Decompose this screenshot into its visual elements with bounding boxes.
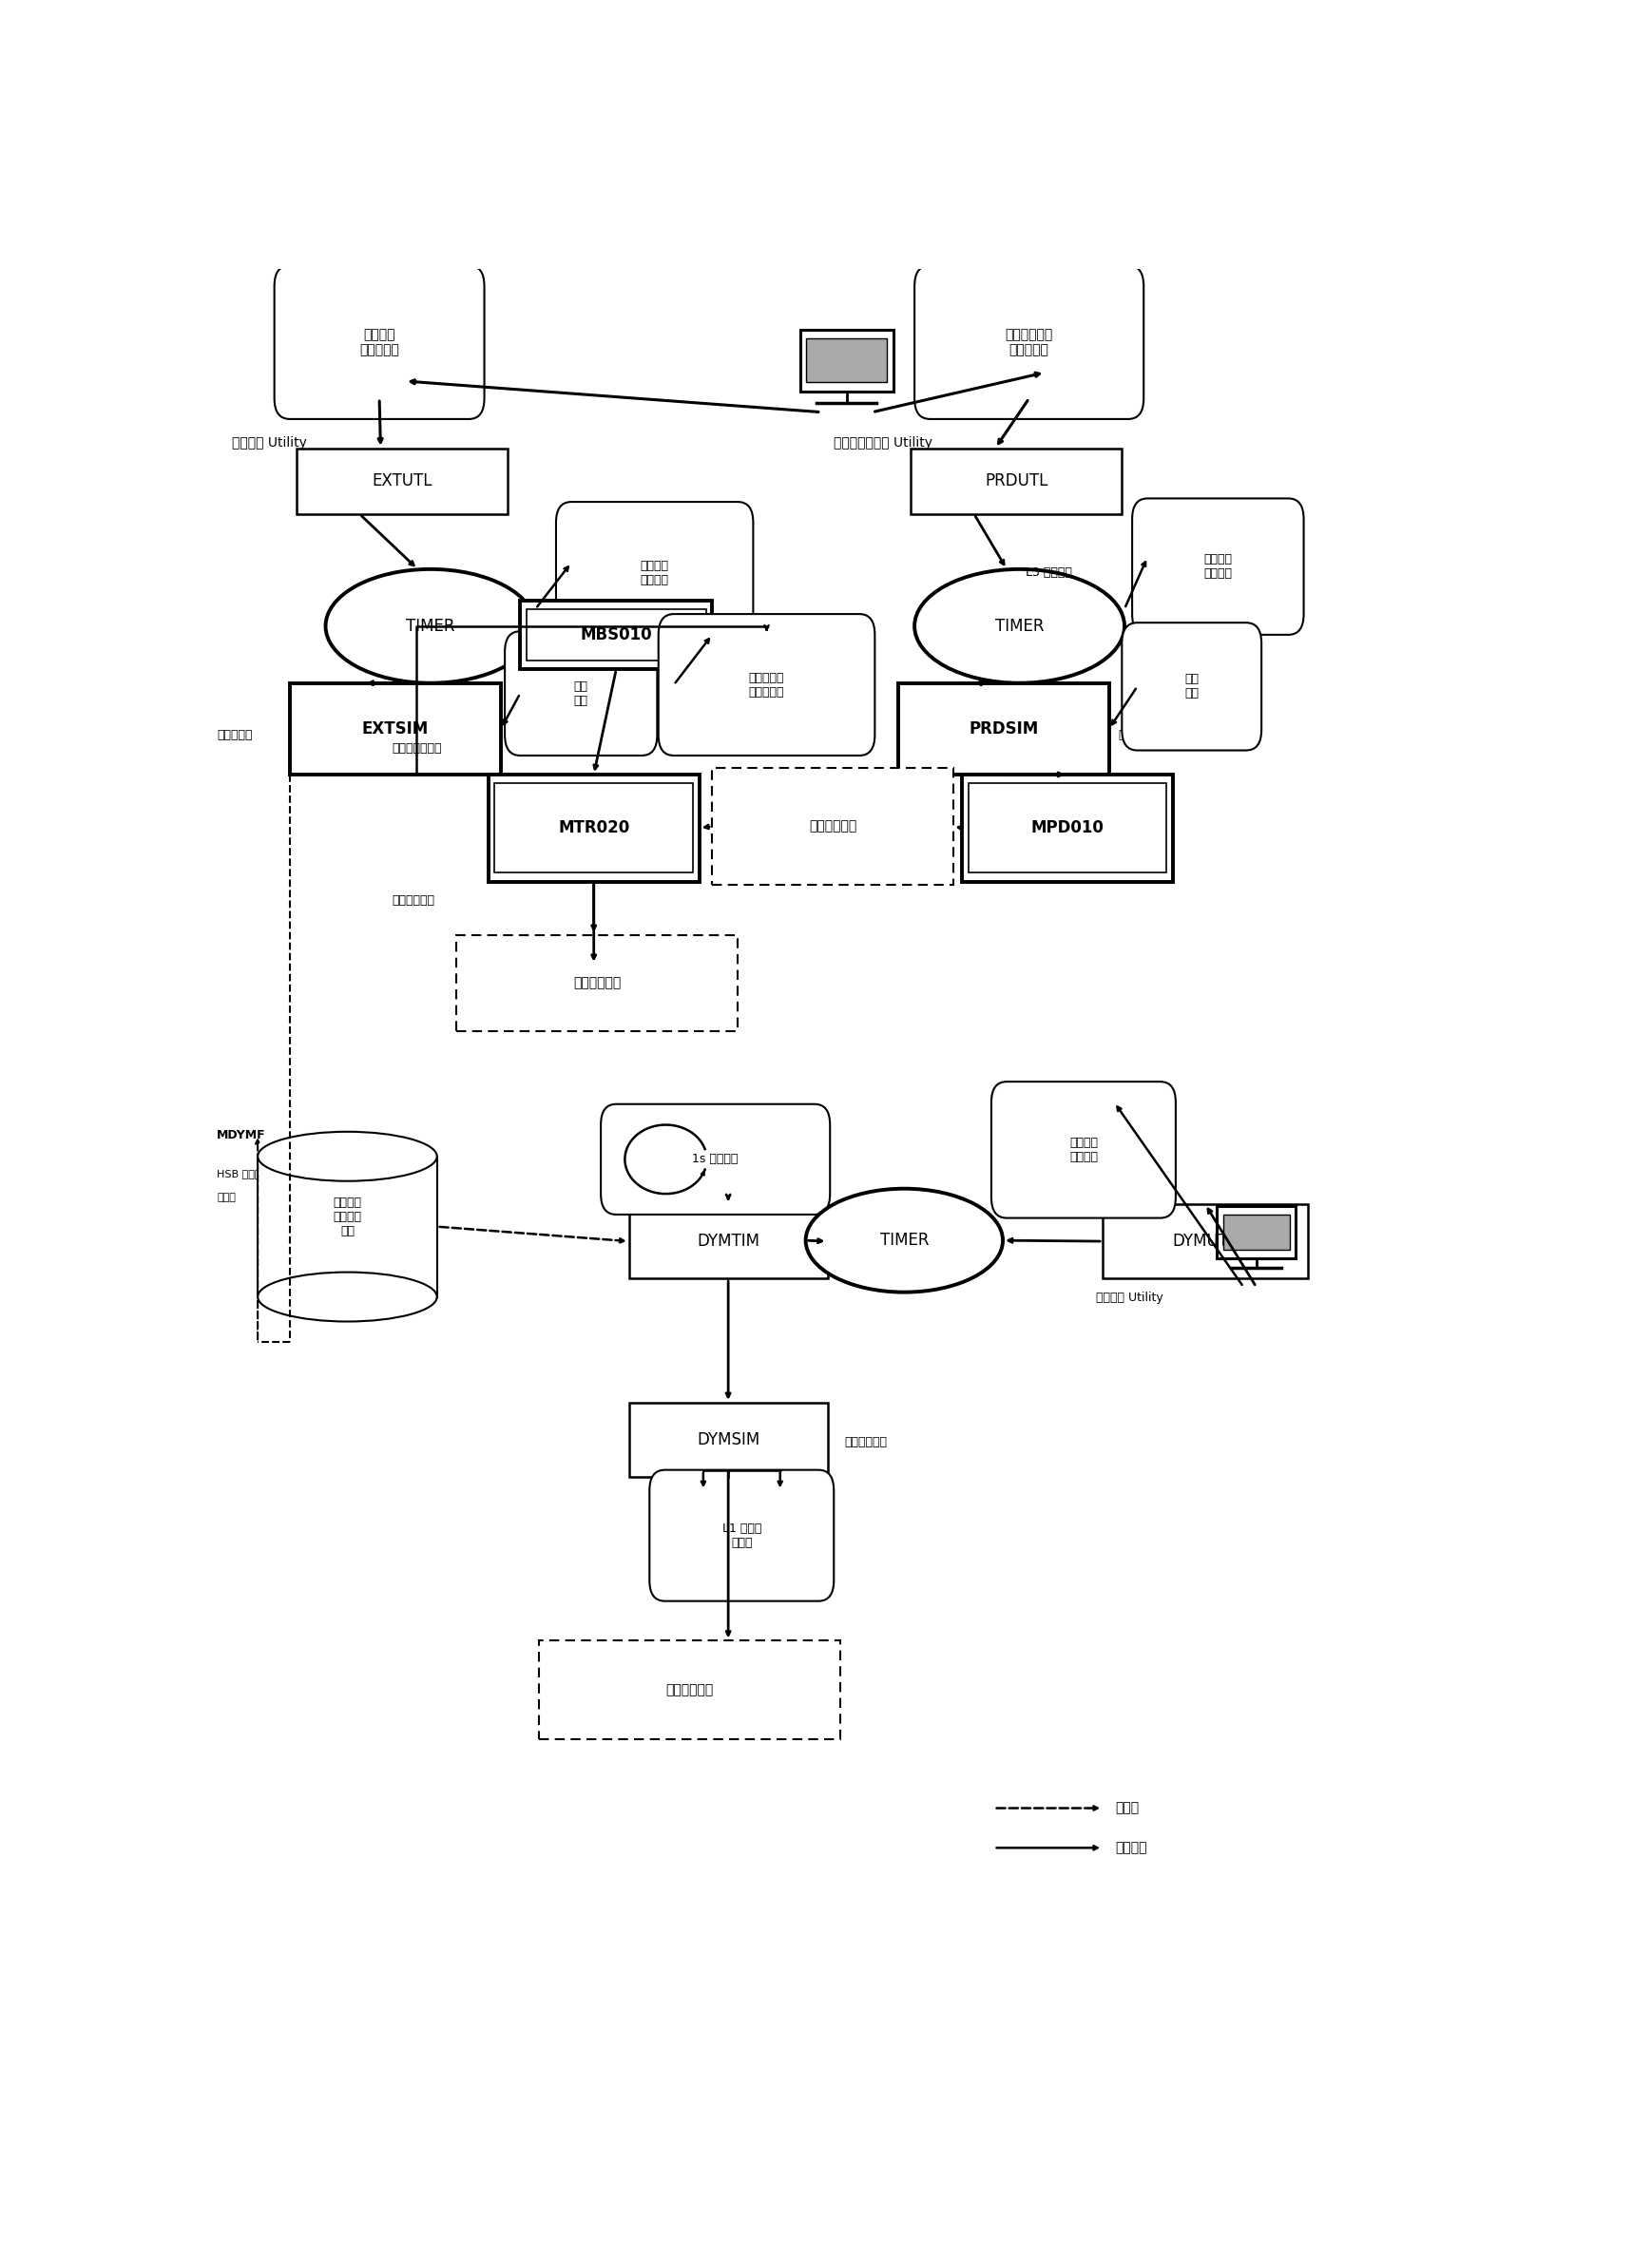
Text: 周期启动
登录、删: 周期启动 登录、删 bbox=[641, 560, 669, 585]
Text: 周期
启动: 周期 启动 bbox=[573, 679, 588, 706]
FancyBboxPatch shape bbox=[806, 338, 887, 383]
FancyBboxPatch shape bbox=[601, 1105, 829, 1215]
Text: DYMTIM: DYMTIM bbox=[697, 1233, 760, 1250]
Text: EXTSIM: EXTSIM bbox=[362, 719, 430, 737]
Text: MBS010: MBS010 bbox=[580, 625, 653, 643]
FancyBboxPatch shape bbox=[629, 1403, 828, 1477]
FancyBboxPatch shape bbox=[649, 1470, 834, 1600]
FancyBboxPatch shape bbox=[915, 264, 1143, 419]
Text: 抽钔模拟器: 抽钔模拟器 bbox=[216, 728, 253, 742]
FancyBboxPatch shape bbox=[494, 782, 694, 874]
FancyBboxPatch shape bbox=[899, 684, 1108, 775]
FancyBboxPatch shape bbox=[1132, 498, 1303, 634]
Text: 任务启动: 任务启动 bbox=[1115, 1842, 1148, 1856]
Text: TIMER: TIMER bbox=[406, 619, 454, 634]
Text: 动态模拟
事件请求
队列: 动态模拟 事件请求 队列 bbox=[334, 1197, 362, 1237]
Text: 1s 周期启动: 1s 周期启动 bbox=[692, 1154, 738, 1165]
Text: EXTUTL: EXTUTL bbox=[372, 473, 431, 491]
FancyBboxPatch shape bbox=[1224, 1215, 1289, 1250]
Text: 动态模拟 Utility: 动态模拟 Utility bbox=[1097, 1291, 1163, 1304]
Text: L1 数据模
拟接收: L1 数据模 拟接收 bbox=[722, 1522, 762, 1549]
Text: 件登录: 件登录 bbox=[216, 1192, 236, 1203]
Text: 动态模拟本体: 动态模拟本体 bbox=[844, 1436, 887, 1448]
Text: MDYMF: MDYMF bbox=[216, 1129, 266, 1141]
FancyBboxPatch shape bbox=[289, 684, 501, 775]
Text: 计划接收开始
、停止要求: 计划接收开始 、停止要求 bbox=[1004, 327, 1052, 356]
Text: L3 报文接收: L3 报文接收 bbox=[1026, 567, 1072, 578]
Text: 抽钔模拟 Utility: 抽钔模拟 Utility bbox=[231, 437, 307, 450]
FancyBboxPatch shape bbox=[712, 769, 953, 885]
FancyBboxPatch shape bbox=[258, 1156, 436, 1298]
FancyBboxPatch shape bbox=[540, 1640, 841, 1739]
FancyBboxPatch shape bbox=[296, 448, 507, 513]
Text: 应用程序启动: 应用程序启动 bbox=[666, 1683, 714, 1696]
FancyBboxPatch shape bbox=[910, 448, 1122, 513]
Text: 抽钔完了报
文模拟接收: 抽钔完了报 文模拟接收 bbox=[748, 672, 785, 699]
Text: 计划数据接收: 计划数据接收 bbox=[809, 820, 856, 834]
Text: 周期启动
登录、删: 周期启动 登录、删 bbox=[1204, 554, 1232, 580]
FancyBboxPatch shape bbox=[991, 1082, 1176, 1219]
FancyBboxPatch shape bbox=[557, 502, 753, 643]
FancyBboxPatch shape bbox=[1122, 623, 1262, 751]
Ellipse shape bbox=[258, 1273, 436, 1322]
Text: TIMER: TIMER bbox=[881, 1233, 928, 1248]
FancyBboxPatch shape bbox=[629, 1203, 828, 1277]
Text: DYMUTL: DYMUTL bbox=[1173, 1233, 1237, 1250]
FancyBboxPatch shape bbox=[1218, 1206, 1295, 1257]
FancyBboxPatch shape bbox=[274, 264, 484, 419]
Ellipse shape bbox=[258, 1132, 436, 1181]
Text: DYMSIM: DYMSIM bbox=[697, 1432, 760, 1448]
Text: 抽钔开始
、停止要求: 抽钔开始 、停止要求 bbox=[360, 327, 400, 356]
Ellipse shape bbox=[806, 1188, 1003, 1293]
Text: HSB 进入事: HSB 进入事 bbox=[216, 1170, 261, 1179]
FancyBboxPatch shape bbox=[520, 601, 712, 670]
Text: PRDSIM: PRDSIM bbox=[968, 719, 1039, 737]
FancyBboxPatch shape bbox=[968, 782, 1166, 874]
FancyBboxPatch shape bbox=[800, 329, 894, 392]
FancyBboxPatch shape bbox=[527, 610, 705, 661]
FancyBboxPatch shape bbox=[456, 934, 738, 1031]
Text: MTR020: MTR020 bbox=[558, 820, 629, 836]
Text: 计划管理模拟器: 计划管理模拟器 bbox=[1118, 728, 1168, 742]
Text: 计划、装炉模拟 Utility: 计划、装炉模拟 Utility bbox=[834, 437, 933, 450]
Text: 数据流: 数据流 bbox=[1115, 1802, 1140, 1815]
Text: 跳踪指针产生: 跳踪指针产生 bbox=[573, 977, 621, 991]
Ellipse shape bbox=[325, 569, 535, 684]
FancyBboxPatch shape bbox=[489, 775, 699, 881]
Text: 周期启动
登录、删: 周期启动 登录、删 bbox=[1069, 1136, 1099, 1163]
FancyBboxPatch shape bbox=[961, 775, 1173, 881]
Ellipse shape bbox=[915, 569, 1125, 684]
Text: MPD010: MPD010 bbox=[1031, 820, 1104, 836]
Text: PRDUTL: PRDUTL bbox=[985, 473, 1047, 491]
FancyBboxPatch shape bbox=[506, 632, 657, 755]
Text: TIMER: TIMER bbox=[995, 619, 1044, 634]
Text: 周期
启动: 周期 启动 bbox=[1184, 672, 1199, 699]
Text: 抚出完了处理: 抚出完了处理 bbox=[392, 894, 434, 908]
FancyBboxPatch shape bbox=[659, 614, 876, 755]
FancyBboxPatch shape bbox=[1104, 1203, 1308, 1277]
Text: 加热炉报文接收: 加热炉报文接收 bbox=[392, 742, 443, 755]
